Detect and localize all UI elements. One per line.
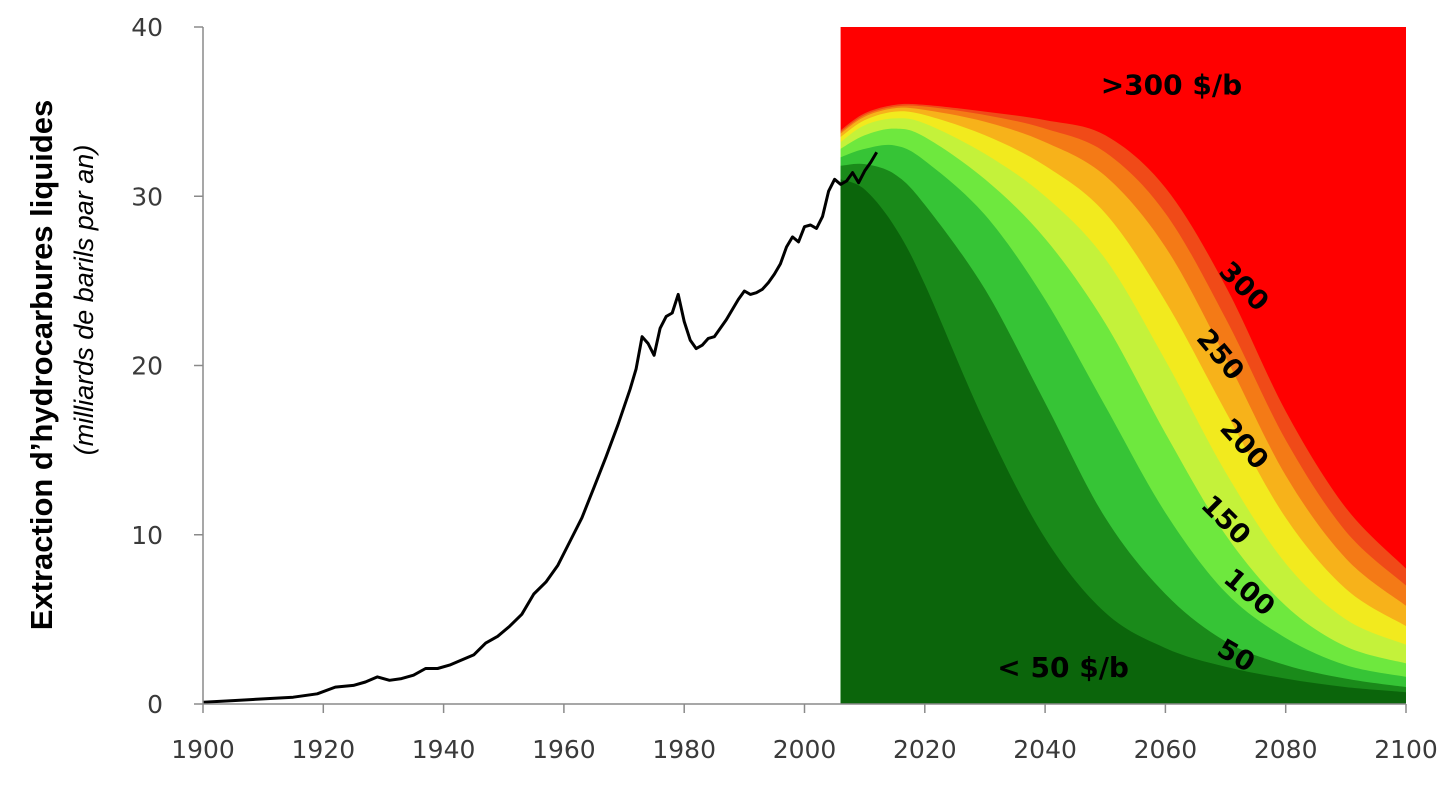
x-tick-label: 2040 (1013, 735, 1077, 764)
x-tick-label: 2020 (893, 735, 957, 764)
historical-extraction-line (203, 151, 878, 704)
y-tick-label: 40 (131, 13, 163, 42)
x-tick-label: 1980 (652, 735, 716, 764)
x-tick-label: 2060 (1134, 735, 1198, 764)
y-tick-label: 30 (131, 182, 163, 211)
historical-series (203, 151, 878, 704)
annotation-over-300: >300 $/b (1101, 69, 1242, 102)
y-tick-label: 10 (131, 521, 163, 550)
y-tick-label: 20 (131, 352, 163, 381)
x-tick-label: 1940 (412, 735, 476, 764)
y-tick-label: 0 (147, 690, 163, 719)
x-tick-label: 1920 (291, 735, 355, 764)
y-axis-label: Extraction d’hydrocarbures liquides (24, 100, 59, 631)
price-band-areas (840, 27, 1406, 704)
axes: 0 10 20 30 40 1900 1920 1940 1960 1980 2000 2020 204… (131, 13, 1438, 764)
x-tick-label: 1900 (171, 735, 235, 764)
x-tick-label: 2100 (1374, 735, 1438, 764)
x-tick-label: 2000 (773, 735, 837, 764)
price-band-50-b (840, 179, 1406, 704)
x-tick-label: 1960 (532, 735, 596, 764)
x-tick-label: 2080 (1254, 735, 1318, 764)
y-axis-sublabel: (milliards de barils par an) (69, 145, 99, 456)
annotation-under-50: < 50 $/b (997, 651, 1129, 684)
